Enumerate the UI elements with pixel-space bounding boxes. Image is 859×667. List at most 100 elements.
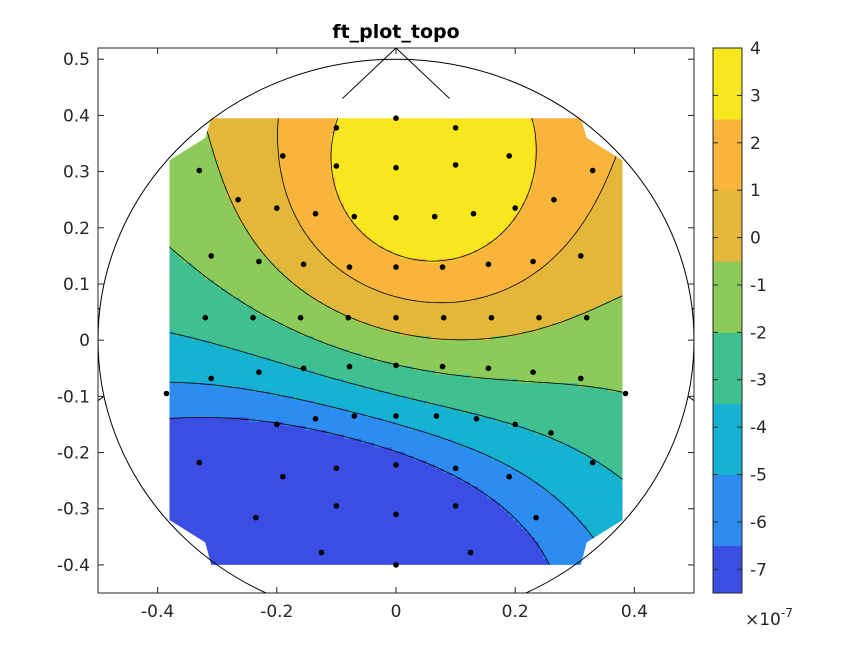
x-tick-label: 0.2 <box>502 602 529 622</box>
electrode-marker <box>393 362 399 369</box>
electrode-marker <box>452 503 459 509</box>
electrode-marker <box>250 314 256 321</box>
electrode-marker <box>488 314 495 321</box>
colorbar-tick-label: 4 <box>750 39 761 59</box>
electrode-marker <box>318 549 325 556</box>
electrode-marker <box>196 459 203 466</box>
colorbar-multiplier-exponent: -7 <box>781 606 793 620</box>
electrode-marker <box>300 261 307 268</box>
electrode-marker <box>393 314 399 321</box>
y-tick-label: 0.3 <box>63 163 90 183</box>
x-tick-label: -0.4 <box>141 602 174 622</box>
x-tick-label: 0.4 <box>621 602 648 622</box>
x-tick-label: -0.2 <box>260 602 293 622</box>
y-tick-label: -0.3 <box>57 500 90 520</box>
electrode-marker <box>551 196 557 203</box>
electrode-marker <box>351 413 358 419</box>
colorbar-multiplier: ×10-7 <box>745 606 793 630</box>
electrode-marker <box>393 264 399 270</box>
electrode-marker <box>452 465 459 472</box>
contour-line <box>169 417 556 565</box>
colorbar-tick-label: -6 <box>750 513 767 533</box>
electrode-marker <box>473 416 480 422</box>
electrode-marker <box>470 210 477 217</box>
electrode-marker <box>530 369 536 376</box>
head-outline <box>98 48 694 593</box>
electrode-marker <box>208 253 214 259</box>
colorbar-band <box>713 474 742 547</box>
electrode-marker <box>393 562 399 568</box>
colorbar-tick-label: -3 <box>750 371 767 391</box>
electrode-marker <box>393 164 399 171</box>
y-tick-label: 0 <box>79 331 90 351</box>
electrode-marker <box>431 213 438 220</box>
electrode-marker <box>439 363 446 370</box>
colorbar-tick-label: 2 <box>750 134 761 154</box>
electrode-marker <box>208 375 214 382</box>
y-tick-label: 0.5 <box>63 50 90 70</box>
electrode-marker <box>274 421 280 428</box>
head-circle <box>98 58 694 593</box>
electrode-marker <box>235 196 241 203</box>
colorbar-tick-label: 1 <box>750 181 761 201</box>
electrode-marker <box>345 314 352 321</box>
electrode-marker <box>433 413 440 419</box>
colorbar-tick-label: 3 <box>750 86 761 106</box>
electrode-marker <box>485 261 492 268</box>
colorbar-tick-label: -2 <box>750 323 767 343</box>
y-tick-label: -0.4 <box>57 556 90 576</box>
electrode-marker <box>346 363 353 370</box>
electrode-marker <box>589 459 596 466</box>
colorbar-multiplier-base: ×10 <box>745 610 781 630</box>
electrode-marker <box>256 369 262 376</box>
topo-heatmap <box>169 118 623 565</box>
colorbar-frame <box>712 47 743 594</box>
electrode-marker <box>589 167 596 174</box>
electrode-marker <box>536 314 542 321</box>
electrode-marker <box>393 413 399 419</box>
electrode-marker <box>393 214 399 221</box>
contour-line <box>199 118 623 341</box>
y-tick-label: -0.1 <box>57 387 90 407</box>
y-tick-label: 0.1 <box>63 275 90 295</box>
electrode-marker <box>578 253 584 259</box>
colorbar-tick-label: 0 <box>750 229 761 249</box>
nose-outline <box>342 48 450 99</box>
electrode-marker <box>333 503 340 509</box>
electrode-marker <box>452 162 459 168</box>
electrode-marker <box>439 264 446 270</box>
electrode-marker <box>393 115 399 121</box>
electrode-marker <box>622 390 629 397</box>
colorbar-tick-label: -7 <box>750 560 767 580</box>
electrode-marker <box>253 514 259 521</box>
electrode-marker <box>506 153 512 159</box>
electrode-marker <box>440 314 447 321</box>
contour-line <box>169 381 617 565</box>
colorbar-band <box>713 190 742 262</box>
electrode-marker <box>583 314 590 321</box>
colorbar-tick-label: -1 <box>750 276 767 296</box>
electrode-marker <box>351 213 358 220</box>
electrode-marker <box>530 258 536 265</box>
colorbar-band <box>713 332 742 404</box>
electrode-marker <box>346 264 353 270</box>
y-tick-label: 0.4 <box>63 106 90 126</box>
electrode-marker <box>163 390 170 397</box>
electrode-marker <box>274 205 280 211</box>
colorbar-tick-label: -4 <box>750 418 767 438</box>
electrode-marker <box>300 365 307 372</box>
colorbar-band <box>713 119 742 191</box>
electrode-marker <box>202 314 209 321</box>
x-axis: -0.4 -0.2 0 0.2 0.4 <box>141 48 648 622</box>
electrode-marker <box>333 125 340 131</box>
electrode-marker <box>533 514 539 521</box>
x-tick-label: 0 <box>391 602 402 622</box>
electrode-marker <box>393 511 399 518</box>
electrode-marker <box>256 258 262 265</box>
electrode-marker <box>512 421 518 428</box>
electrode-marker <box>393 462 399 468</box>
colorbar-band <box>713 403 742 476</box>
y-tick-label: -0.2 <box>57 444 90 464</box>
contour-line <box>169 236 623 396</box>
